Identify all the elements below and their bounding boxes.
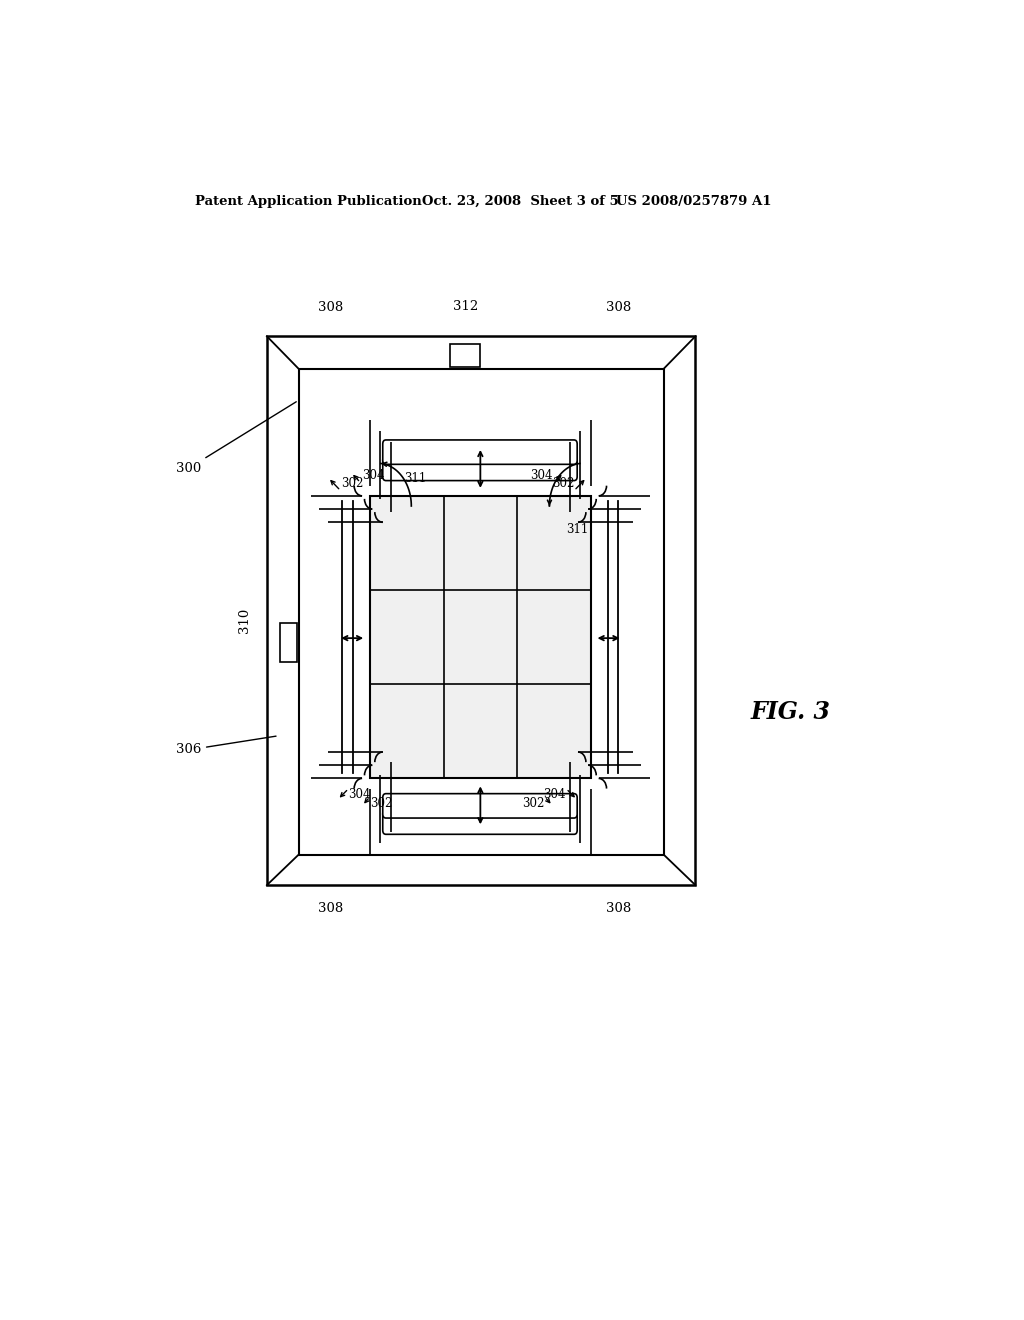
FancyBboxPatch shape: [383, 457, 578, 480]
Text: 310: 310: [239, 609, 251, 634]
Text: 308: 308: [317, 301, 343, 314]
Text: 300: 300: [176, 401, 296, 475]
Text: 311: 311: [566, 523, 589, 536]
FancyBboxPatch shape: [383, 793, 578, 818]
Text: 311: 311: [404, 473, 426, 484]
Text: 304: 304: [530, 469, 553, 482]
Text: 304: 304: [544, 788, 566, 801]
Text: Patent Application Publication: Patent Application Publication: [196, 195, 422, 209]
Text: US 2008/0257879 A1: US 2008/0257879 A1: [616, 195, 771, 209]
Text: 306: 306: [176, 737, 276, 756]
Bar: [451, 345, 480, 367]
Text: 304: 304: [348, 788, 371, 801]
FancyBboxPatch shape: [383, 440, 578, 465]
Text: FIG. 3: FIG. 3: [751, 701, 831, 725]
Text: 302: 302: [552, 477, 574, 490]
Bar: [280, 623, 297, 661]
Text: 308: 308: [317, 903, 343, 915]
FancyBboxPatch shape: [383, 810, 578, 834]
Text: Oct. 23, 2008  Sheet 3 of 5: Oct. 23, 2008 Sheet 3 of 5: [422, 195, 618, 209]
Text: 312: 312: [453, 300, 478, 313]
Text: 302: 302: [370, 797, 392, 810]
Text: 304: 304: [362, 469, 385, 482]
Text: 308: 308: [606, 301, 631, 314]
Text: 308: 308: [606, 903, 631, 915]
Text: 302: 302: [522, 797, 545, 810]
Bar: [370, 496, 591, 779]
Text: 302: 302: [341, 477, 364, 490]
